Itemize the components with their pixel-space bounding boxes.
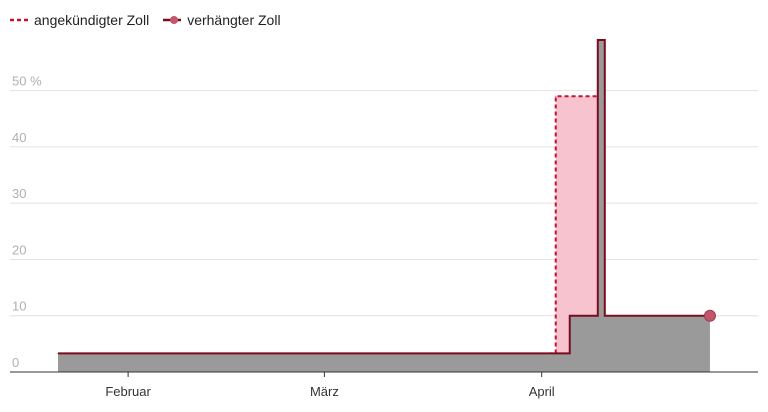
imposed-point	[597, 39, 599, 41]
announced-point	[555, 95, 557, 97]
imposed-line	[58, 39, 710, 355]
imposed-area	[58, 40, 710, 372]
announced-point	[548, 352, 550, 354]
legend-swatch-announced	[10, 18, 28, 22]
y-tick-label: 50 %	[12, 74, 42, 89]
legend-item-imposed: verhängter Zoll	[163, 12, 281, 28]
announced-point	[604, 95, 606, 97]
y-tick-label: 30	[12, 186, 26, 201]
announced-area	[548, 96, 605, 354]
legend: angekündigter Zoll verhängter Zoll	[10, 12, 295, 28]
y-tick-label: 40	[12, 130, 26, 145]
imposed-point	[604, 315, 606, 317]
y-tick-label: 20	[12, 242, 26, 257]
imposed-end-marker	[703, 309, 716, 322]
x-tick-label: März	[310, 384, 339, 399]
legend-item-announced: angekündigter Zoll	[10, 12, 149, 28]
imposed-point	[57, 352, 59, 354]
x-tick-label: April	[529, 384, 555, 399]
x-tick-label: Februar	[105, 384, 151, 399]
y-tick-label: 0	[12, 355, 19, 370]
legend-label-imposed: verhängter Zoll	[187, 12, 281, 28]
legend-label-announced: angekündigter Zoll	[34, 12, 150, 28]
y-tick-label: 10	[12, 299, 26, 314]
imposed-point	[569, 315, 571, 317]
legend-swatch-imposed	[163, 16, 182, 24]
